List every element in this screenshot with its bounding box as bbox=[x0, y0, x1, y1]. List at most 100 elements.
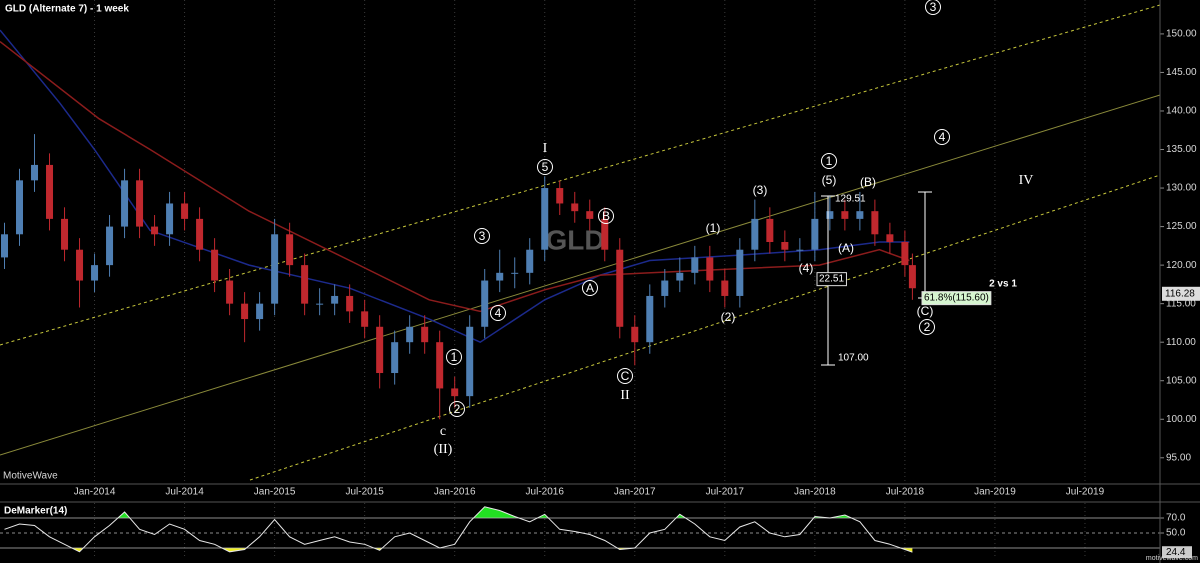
wave-label: 3 bbox=[479, 229, 486, 243]
wave-circle bbox=[934, 129, 950, 145]
candle-body bbox=[541, 188, 549, 250]
moving-average bbox=[0, 29, 910, 344]
note: 129.51 bbox=[835, 194, 866, 205]
candle-body bbox=[901, 242, 909, 266]
wave-circle bbox=[598, 208, 614, 224]
wave-label: c bbox=[440, 424, 446, 439]
candle-body bbox=[496, 272, 504, 281]
candle-body bbox=[436, 342, 444, 389]
candle-body bbox=[766, 218, 774, 242]
value-tag bbox=[1162, 546, 1192, 559]
candle-body bbox=[301, 265, 309, 304]
y-tick-label: 50.0 bbox=[1166, 528, 1186, 539]
candle-body bbox=[346, 295, 354, 312]
candle-body bbox=[811, 218, 819, 250]
wave-label: IV bbox=[1019, 173, 1034, 188]
candle-body bbox=[181, 203, 189, 219]
candle-body bbox=[376, 326, 384, 374]
channel-lower bbox=[249, 174, 1161, 481]
wave-label: 4 bbox=[495, 306, 502, 320]
indicator-line bbox=[4, 506, 913, 553]
wave-circle bbox=[821, 153, 837, 169]
wave-circle bbox=[490, 305, 506, 321]
wave-circle bbox=[446, 349, 462, 365]
x-tick-label: Jul-2018 bbox=[886, 487, 925, 498]
candle-body bbox=[646, 295, 654, 343]
candle-body bbox=[151, 226, 159, 235]
candle-body bbox=[556, 188, 564, 204]
wave-label: (4) bbox=[799, 261, 814, 275]
wave-label: 2 bbox=[454, 402, 461, 416]
wave-label: B bbox=[602, 209, 610, 223]
note-box bbox=[921, 291, 992, 306]
note: 107.00 bbox=[838, 353, 869, 364]
wave-label: I bbox=[543, 141, 548, 156]
note: 22.51 bbox=[819, 274, 844, 285]
candle-body bbox=[451, 388, 459, 397]
overbought-fill bbox=[117, 506, 852, 519]
y-tick-label: 140.00 bbox=[1166, 106, 1197, 117]
moving-average bbox=[0, 41, 910, 313]
wave-label: (3) bbox=[753, 183, 768, 197]
candle-body bbox=[616, 249, 624, 327]
candle-body bbox=[271, 234, 279, 304]
candle-body bbox=[631, 326, 639, 343]
wave-label: (B) bbox=[860, 175, 876, 189]
candle-body bbox=[121, 180, 129, 227]
x-tick-label: Jul-2014 bbox=[165, 487, 204, 498]
candle-body bbox=[908, 265, 916, 289]
wave-circle bbox=[474, 228, 490, 244]
candle-body bbox=[871, 211, 879, 235]
wave-label: 3 bbox=[930, 0, 937, 14]
note: 61.8%(115.60) bbox=[924, 293, 989, 304]
chart-title: GLD (Alternate 7) - 1 week bbox=[5, 4, 129, 15]
wave-label: C bbox=[621, 369, 630, 383]
candle-body bbox=[586, 211, 594, 219]
candle-body bbox=[106, 226, 114, 266]
wave-circle bbox=[537, 159, 553, 175]
price-tag bbox=[1162, 286, 1200, 301]
watermark: GLD bbox=[545, 224, 604, 255]
candle-body bbox=[421, 326, 429, 343]
wave-label: 1 bbox=[826, 154, 833, 168]
candle-body bbox=[1, 234, 9, 258]
candle-body bbox=[526, 249, 534, 273]
candle-body bbox=[61, 218, 69, 250]
candle-body bbox=[706, 257, 714, 281]
candle-body bbox=[166, 203, 174, 235]
candle-body bbox=[211, 249, 219, 281]
note: 2 vs 1 bbox=[989, 279, 1017, 290]
candle-body bbox=[481, 280, 489, 327]
candle-body bbox=[406, 326, 414, 343]
candle-body bbox=[661, 280, 669, 296]
candle-body bbox=[736, 249, 744, 296]
candle-body bbox=[796, 249, 804, 251]
candle-body bbox=[751, 218, 759, 250]
value-tag-label: 24.4 bbox=[1166, 547, 1186, 558]
wave-circle bbox=[925, 0, 941, 15]
candle-body bbox=[331, 295, 339, 304]
candle-body bbox=[856, 211, 864, 219]
y-tick-label: 100.00 bbox=[1166, 414, 1197, 425]
candle-body bbox=[511, 272, 519, 274]
candle-body bbox=[46, 164, 54, 219]
candle-body bbox=[466, 326, 474, 397]
candle-body bbox=[76, 249, 84, 281]
indicator-title: DeMarker(14) bbox=[4, 506, 67, 517]
candle-body bbox=[886, 234, 894, 242]
wave-circle bbox=[919, 319, 935, 335]
wave-circle bbox=[617, 368, 633, 384]
y-tick-label: 95.00 bbox=[1166, 452, 1191, 463]
candle-body bbox=[31, 164, 39, 181]
candle-body bbox=[676, 272, 684, 281]
x-tick-label: Jan-2016 bbox=[434, 487, 476, 498]
x-tick-label: Jan-2017 bbox=[614, 487, 656, 498]
y-tick-label: 120.00 bbox=[1166, 260, 1197, 271]
candle-body bbox=[841, 211, 849, 219]
candle-body bbox=[826, 211, 834, 219]
y-tick-label: 115.00 bbox=[1166, 298, 1196, 309]
candle-body bbox=[571, 203, 579, 212]
